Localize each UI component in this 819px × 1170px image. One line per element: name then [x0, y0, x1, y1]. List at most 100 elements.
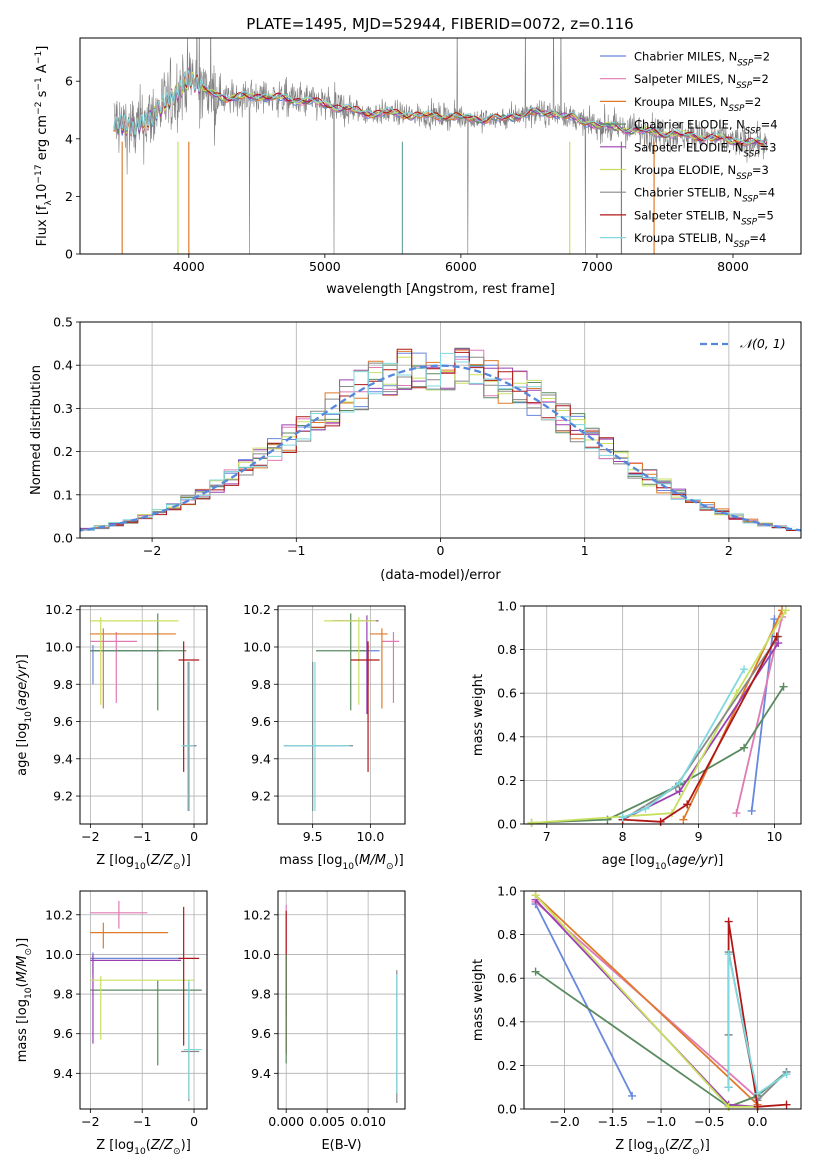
age_vs_z-points: [90, 613, 200, 811]
massweight_vs_z-xtick-label: −1.0: [646, 1114, 676, 1129]
age_vs_z-ytick-label: 9.4: [53, 751, 73, 766]
mass_vs_ebv-frame: [277, 890, 406, 1110]
point-marker: [782, 1100, 791, 1109]
massweight_vs_age-xlabel: age [log10(age/yr)]: [602, 853, 724, 872]
age_vs_mass-ytick-label: 10.2: [243, 602, 271, 617]
spectrum-ytick-label: 4: [65, 131, 73, 146]
mass_vs_z-ytick-label: 9.4: [53, 1066, 73, 1081]
massweight_vs_age-series: [527, 606, 790, 827]
spectrum-xtick-label: 7000: [581, 259, 613, 274]
mass_vs_ebv-ytick-label: 10.2: [243, 907, 271, 922]
age_vs_mass-ytick-label: 9.8: [251, 677, 271, 692]
legend-entry: Kroupa STELIB, NSSP=4: [634, 231, 766, 250]
age_vs_mass-ytick-label: 9.6: [251, 714, 271, 729]
series-salpeter-stelib: [622, 636, 778, 823]
mass_vs_ebv-ytick-label: 10.0: [243, 947, 271, 962]
age_vs_z-xlabel: Z [log10(Z/Z⊙)]: [96, 853, 191, 872]
residual_hist-xtick-label: 1: [581, 543, 589, 558]
mass_vs_ebv-xtick-label: 0.010: [350, 1114, 386, 1129]
age_vs_mass-plot-area: [278, 606, 405, 824]
spectrum-ylabel: Flux [fλ10−17 erg cm−2 s−1 A−1]: [34, 46, 54, 247]
massweight_vs_z-xtick-label: −1.5: [598, 1114, 628, 1129]
series-kroupa-stelib: [622, 668, 745, 819]
mass_vs_z-points: [90, 900, 202, 1102]
mass_vs_z-xtick-label: −2: [81, 1114, 99, 1129]
massweight_vs_age-ytick-label: 0.4: [497, 729, 517, 744]
massweight_vs_age-xtick-label: 10: [766, 829, 782, 844]
mass_vs_z-xtick-label: 0: [190, 1114, 198, 1129]
point-marker: [527, 818, 536, 827]
legend-entry: Kroupa ELODIE, NSSP=3: [634, 163, 769, 182]
age_vs_mass-xlabel: mass [log10(M/M⊙)]: [279, 853, 403, 872]
legend-entry: Salpeter STELIB, NSSP=5: [634, 208, 774, 227]
age_vs_z-xtick-label: −2: [81, 829, 99, 844]
age_vs_z-ytick-label: 9.2: [53, 789, 73, 804]
mass_vs_z-frame: [79, 890, 208, 1110]
series-chabrier-miles: [534, 903, 633, 1097]
residual_hist-xlabel: (data-model)/error: [380, 568, 501, 583]
age_vs_mass-frame: [277, 605, 406, 825]
residual_hist-xtick-label: 2: [725, 543, 733, 558]
mass_vs_z-ytick-label: 10.2: [45, 907, 73, 922]
spectrum-lines: [113, 38, 768, 254]
residual_hist-ytick-label: 0.4: [53, 358, 73, 373]
spectrum-xtick-label: 6000: [445, 259, 477, 274]
mass_vs_ebv-points: [285, 904, 398, 1104]
point-marker: [628, 1091, 637, 1100]
point-marker: [724, 950, 733, 959]
age_vs_z-ytick-label: 9.8: [53, 677, 73, 692]
spectrum-ytick-label: 2: [65, 189, 73, 204]
spectrum-ytick-label: 0: [65, 247, 73, 262]
massweight_vs_z-series: [531, 891, 791, 1111]
age_vs_z-ytick-label: 10.2: [45, 602, 73, 617]
massweight_vs_z-xtick-label: −2.0: [549, 1114, 579, 1129]
mass_vs_ebv-ytick-label: 9.8: [251, 987, 271, 1002]
massweight_vs_age-frame: [523, 605, 802, 825]
mass_vs_z-ytick-label: 9.6: [53, 1026, 73, 1041]
point-marker: [675, 778, 684, 787]
point-marker: [732, 809, 741, 818]
age_vs_z-axes: −2 −1 0 9.2 9.4 9.6 9.8 10.0 10.2: [45, 602, 207, 844]
massweight_vs_age-ytick-label: 0.8: [497, 642, 517, 657]
residual_hist-ytick-label: 0.3: [53, 401, 73, 416]
mass_vs_z-axes: −2 −1 0 9.4 9.6 9.8 10.0 10.2: [45, 891, 207, 1129]
point-marker: [724, 917, 733, 926]
model-spectrum-kroupa-elodie: [113, 70, 768, 147]
massweight_vs_z-ytick-label: 0.0: [497, 1102, 517, 1117]
spectrum-xlabel: wavelength [Angstrom, rest frame]: [326, 282, 555, 297]
model-spectrum-salpeter-stelib: [113, 70, 768, 145]
legend-entry: Salpeter MILES, NSSP=2: [634, 72, 769, 91]
series-chabrier-miles: [750, 618, 776, 812]
figure-title: PLATE=1495, MJD=52944, FIBERID=0072, z=0…: [246, 15, 633, 33]
age_vs_z-ylabel: age [log10(age/yr)]: [15, 654, 34, 776]
point-marker: [753, 1089, 762, 1098]
point-marker: [724, 1083, 733, 1092]
point-marker: [531, 891, 540, 900]
mass_vs_z-ytick-label: 10.0: [45, 947, 73, 962]
massweight_vs_age-xtick-label: 7: [543, 829, 551, 844]
legend-entry: Kroupa MILES, NSSP=2: [634, 95, 761, 114]
legend-entry: Chabrier ELODIE, NSSP=4: [634, 118, 778, 137]
residual_hist-xtick-label: 0: [437, 543, 445, 558]
point-marker: [782, 1070, 791, 1079]
histograms: [80, 347, 801, 533]
point-marker: [531, 967, 540, 976]
mass_vs_ebv-plot-area: [278, 891, 405, 1109]
series-kroupa-elodie: [531, 609, 787, 824]
massweight_vs_age-ytick-label: 0.2: [497, 773, 517, 788]
mass_vs_z-plot-area: [80, 891, 207, 1109]
spectrum-ytick-label: 6: [65, 74, 73, 89]
massweight_vs_age-ytick-label: 0.6: [497, 686, 517, 701]
age_vs_z-frame: [79, 605, 208, 825]
legend-entry: Salpeter ELODIE, NSSP=3: [634, 140, 776, 159]
mass_vs_ebv-xtick-label: 0.000: [268, 1114, 304, 1129]
point-marker: [683, 800, 692, 809]
mass_vs_ebv-axes: 0.000 0.005 0.010 9.4 9.6 9.8 10.0 10.2: [243, 891, 405, 1129]
mass_vs_ebv-ytick-label: 9.6: [251, 1026, 271, 1041]
spectrum-xtick-label: 4000: [173, 259, 205, 274]
residual_hist-ytick-label: 0.1: [53, 487, 73, 502]
residual_hist-axes: −2 −1 0 1 2 0.0 0.1 0.2 0.3 0.4 0.5: [53, 315, 801, 558]
residual_hist-ylabel: Normed distribution: [29, 365, 44, 495]
point-marker: [679, 815, 688, 824]
mass_vs_z-xtick-label: −1: [133, 1114, 151, 1129]
